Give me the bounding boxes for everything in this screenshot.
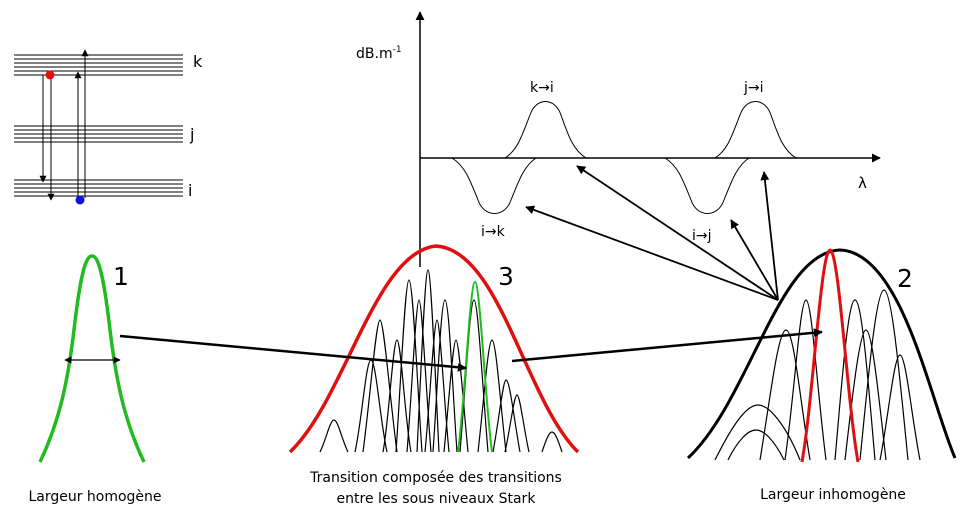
inhomogeneous-red-component	[800, 248, 860, 463]
absorption-dip-i-k	[451, 157, 537, 214]
spectrum-y-axis-label: dB.m-1	[356, 45, 402, 62]
connecting-arrows	[119, 328, 823, 372]
emission-peak-k-i	[504, 101, 587, 159]
transition-label-k-i: k→i	[530, 80, 554, 96]
absorption-dip-i-j	[664, 157, 750, 214]
ground-state-dot	[75, 195, 85, 205]
level-j-label: j	[189, 125, 194, 144]
level-i-label: i	[188, 181, 192, 200]
arrow-to-peak-j-i	[760, 171, 779, 301]
caption-stark-line-2: entre les sous niveaux Stark	[337, 491, 537, 507]
energy-level-diagram	[14, 49, 183, 205]
transition-label-i-j: i→j	[692, 228, 712, 244]
spectrum-link-arrows	[525, 165, 779, 301]
arrow-profile1-to-composite	[119, 334, 467, 372]
profile-number-3: 3	[498, 262, 514, 291]
inhomogeneous-sub-lines	[714, 289, 921, 461]
arrow-to-peak-k-i	[576, 165, 779, 301]
profile-number-2: 2	[897, 264, 913, 293]
excited-state-dot	[45, 70, 55, 80]
level-j-lines	[14, 125, 183, 143]
homogeneous-lineshape	[38, 254, 146, 463]
caption-homogeneous-width: Largeur homogène	[28, 489, 161, 505]
arrow-to-dip-i-j	[730, 219, 779, 301]
stark-green-component	[457, 280, 493, 453]
inhomogeneous-envelope	[686, 248, 957, 460]
transition-label-i-k: i→k	[481, 224, 506, 240]
emission-peak-j-i	[714, 101, 797, 159]
level-k-lines	[14, 54, 183, 76]
spectrum-y-unit-exponent: -1	[393, 45, 402, 55]
level-i-lines	[14, 179, 183, 197]
caption-stark-line-1: Transition composée des transitions	[309, 470, 562, 486]
spectrum-x-axis-label: λ	[858, 174, 867, 192]
level-k-label: k	[193, 52, 203, 71]
homogeneous-profile	[38, 254, 146, 463]
inhomogeneous-profile	[686, 248, 957, 463]
arrow-composite-to-inhomogeneous	[511, 328, 823, 363]
spectrum-y-unit: dB.m	[356, 46, 393, 62]
stark-envelope	[288, 244, 580, 454]
caption-inhomogeneous-width: Largeur inhomogène	[760, 487, 906, 503]
transition-label-j-i: j→i	[743, 80, 764, 96]
stark-composite-profile	[288, 244, 580, 454]
profile-number-1: 1	[113, 262, 129, 291]
spectrum-plot	[415, 11, 881, 267]
arrow-to-dip-i-k	[525, 205, 779, 301]
